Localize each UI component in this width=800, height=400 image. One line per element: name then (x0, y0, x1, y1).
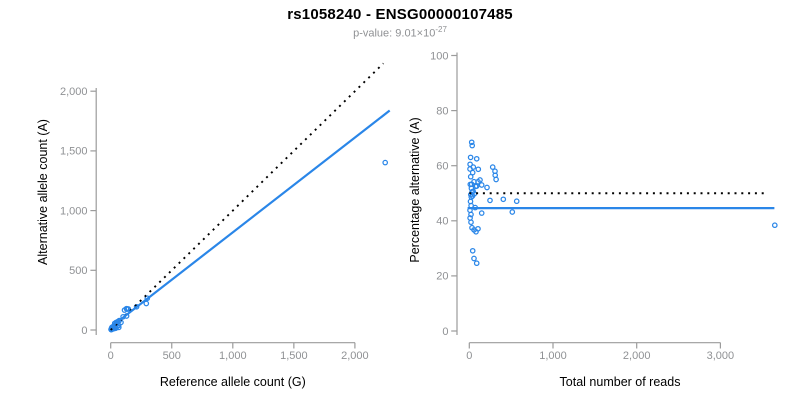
left-y-tick-label: 1,000 (60, 205, 88, 217)
right-y-tick-label: 40 (436, 216, 448, 228)
right-data-point (467, 173, 474, 180)
right-data-point (487, 197, 493, 204)
right-x-tick-label: 3,000 (707, 350, 735, 362)
left-y-tick-label: 500 (69, 265, 87, 277)
pvalue-exponent: -27 (435, 25, 447, 34)
left-y-tick-label: 1,500 (60, 146, 88, 158)
left-data-point (382, 159, 389, 166)
right-y-tick-label: 80 (436, 105, 448, 117)
left-x-tick-label: 1,500 (280, 350, 308, 362)
right-x-axis-label: Total number of reads (560, 375, 681, 389)
right-data-point (475, 166, 482, 173)
left-y-axis-label: Alternative allele count (A) (36, 119, 50, 265)
right-x-tick-label: 1,000 (539, 350, 567, 362)
left-x-tick-label: 2,000 (341, 350, 369, 362)
right-data-point (478, 210, 485, 216)
right-data-point (469, 142, 476, 149)
right-data-point (473, 260, 480, 267)
left-data-point (143, 300, 150, 307)
right-y-axis-label: Percentage alternative (A) (408, 117, 422, 262)
left-y-tick-label: 2,000 (60, 86, 88, 98)
left-data-point (133, 303, 140, 310)
left-x-tick-label: 500 (163, 350, 181, 362)
right-data-point (489, 164, 496, 170)
plot-title: rs1058240 - ENSG00000107485 (287, 6, 513, 23)
left-x-axis-label: Reference allele count (G) (160, 375, 306, 389)
right-data-point (513, 198, 520, 205)
left-x-tick-label: 0 (108, 350, 114, 362)
right-data-point (468, 211, 474, 218)
right-data-point (478, 182, 485, 188)
left-fit-line (109, 109, 391, 329)
pvalue-text: p-value: 9.01×10 (353, 27, 436, 40)
right-y-tick-label: 100 (430, 50, 448, 62)
left-y-tick-label: 0 (81, 325, 87, 337)
right-y-tick-label: 0 (442, 326, 448, 338)
right-data-point (473, 155, 480, 162)
right-data-point (475, 178, 481, 185)
right-data-point (484, 184, 490, 191)
right-x-tick-label: 2,000 (623, 350, 651, 362)
right-data-point (500, 196, 507, 203)
right-data-point (475, 225, 481, 232)
right-x-tick-label: 0 (466, 350, 472, 362)
plot-subtitle: p-value: 9.01×10-27 (0, 25, 800, 40)
right-data-point (471, 255, 477, 262)
left-data-point (125, 306, 132, 312)
right-data-point (467, 154, 474, 161)
right-data-point (509, 209, 516, 215)
left-x-tick-label: 1,000 (219, 350, 247, 362)
right-data-point (468, 139, 475, 146)
right-data-point (469, 247, 476, 254)
right-data-point (468, 219, 474, 226)
right-data-point (472, 183, 479, 190)
right-y-tick-label: 60 (436, 161, 448, 173)
left-identity-50pct-line (110, 62, 385, 331)
right-data-point (467, 166, 473, 172)
right-y-tick-label: 20 (436, 271, 448, 283)
right-data-point (493, 176, 499, 183)
right-data-point (771, 222, 778, 229)
